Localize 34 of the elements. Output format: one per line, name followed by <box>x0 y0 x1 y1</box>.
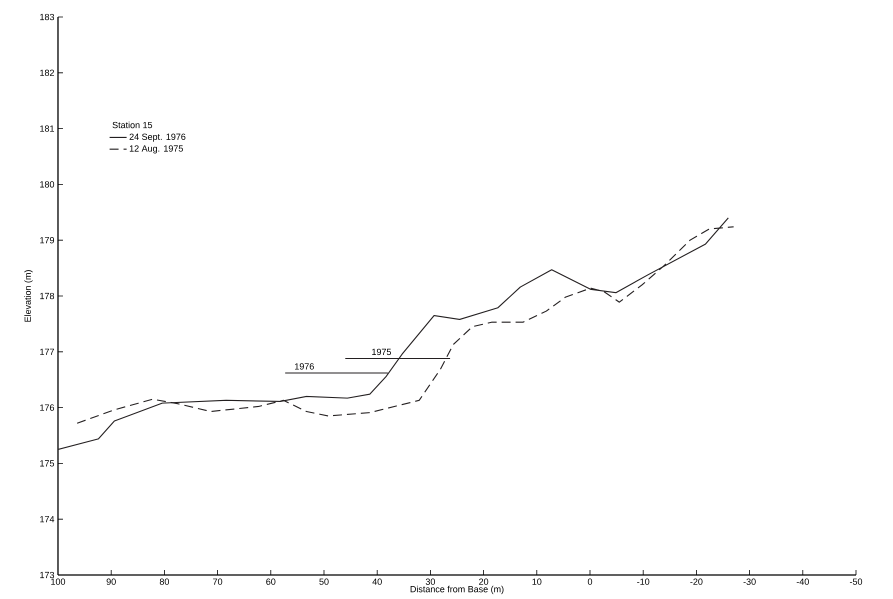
x-tick-label: 90 <box>106 578 116 585</box>
x-tick-label: 60 <box>266 578 276 585</box>
annotation: 1975 <box>372 348 392 356</box>
y-tick-label: 174 <box>40 516 54 522</box>
x-tick-label: 30 <box>426 578 436 585</box>
y-tick-label: 178 <box>40 292 54 300</box>
y-axis-title: Elevation (m) <box>24 270 33 322</box>
x-tick-label: -30 <box>744 578 756 585</box>
y-tick-label: 173 <box>40 572 54 578</box>
x-tick-label: 10 <box>532 578 542 585</box>
annotation: 1976 <box>295 363 314 370</box>
legend-title: Station 15 <box>112 122 152 128</box>
x-tick-label: 100 <box>51 578 66 585</box>
x-tick-label: 20 <box>479 578 488 585</box>
x-tick-label: 80 <box>160 578 170 585</box>
x-tick-label: -20 <box>690 578 703 585</box>
x-tick-label: 50 <box>319 578 329 585</box>
y-tick-label: 181 <box>40 125 54 132</box>
x-tick-label: 0 <box>588 578 592 585</box>
x-tick-label: 70 <box>213 578 222 585</box>
y-tick-label: 175 <box>40 460 54 467</box>
y-tick-label: 179 <box>40 237 54 244</box>
x-tick-label: -50 <box>850 578 862 585</box>
x-tick-label: 40 <box>372 578 382 585</box>
y-tick-label: 176 <box>40 404 54 411</box>
y-tick-label: 183 <box>40 14 54 20</box>
y-tick-label: 180 <box>40 181 54 188</box>
legend-label: 12 Aug. 1975 <box>130 145 183 154</box>
x-axis-title: Distance from Base (m) <box>410 586 504 594</box>
x-tick-label: -10 <box>637 578 650 585</box>
x-tick-label: -40 <box>796 578 809 585</box>
y-tick-label: 182 <box>40 70 54 76</box>
y-tick-label: 177 <box>40 348 54 355</box>
legend-label: 24 Sept. 1976 <box>130 134 186 142</box>
